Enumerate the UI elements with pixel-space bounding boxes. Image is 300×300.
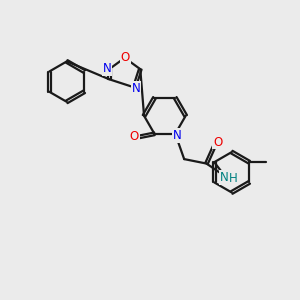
Text: N: N [131, 82, 140, 94]
Text: O: O [213, 136, 222, 149]
Text: N: N [102, 62, 111, 75]
Text: O: O [130, 130, 139, 143]
Text: N: N [173, 129, 182, 142]
Text: N: N [220, 171, 229, 184]
Text: O: O [121, 51, 130, 64]
Text: H: H [229, 172, 237, 185]
